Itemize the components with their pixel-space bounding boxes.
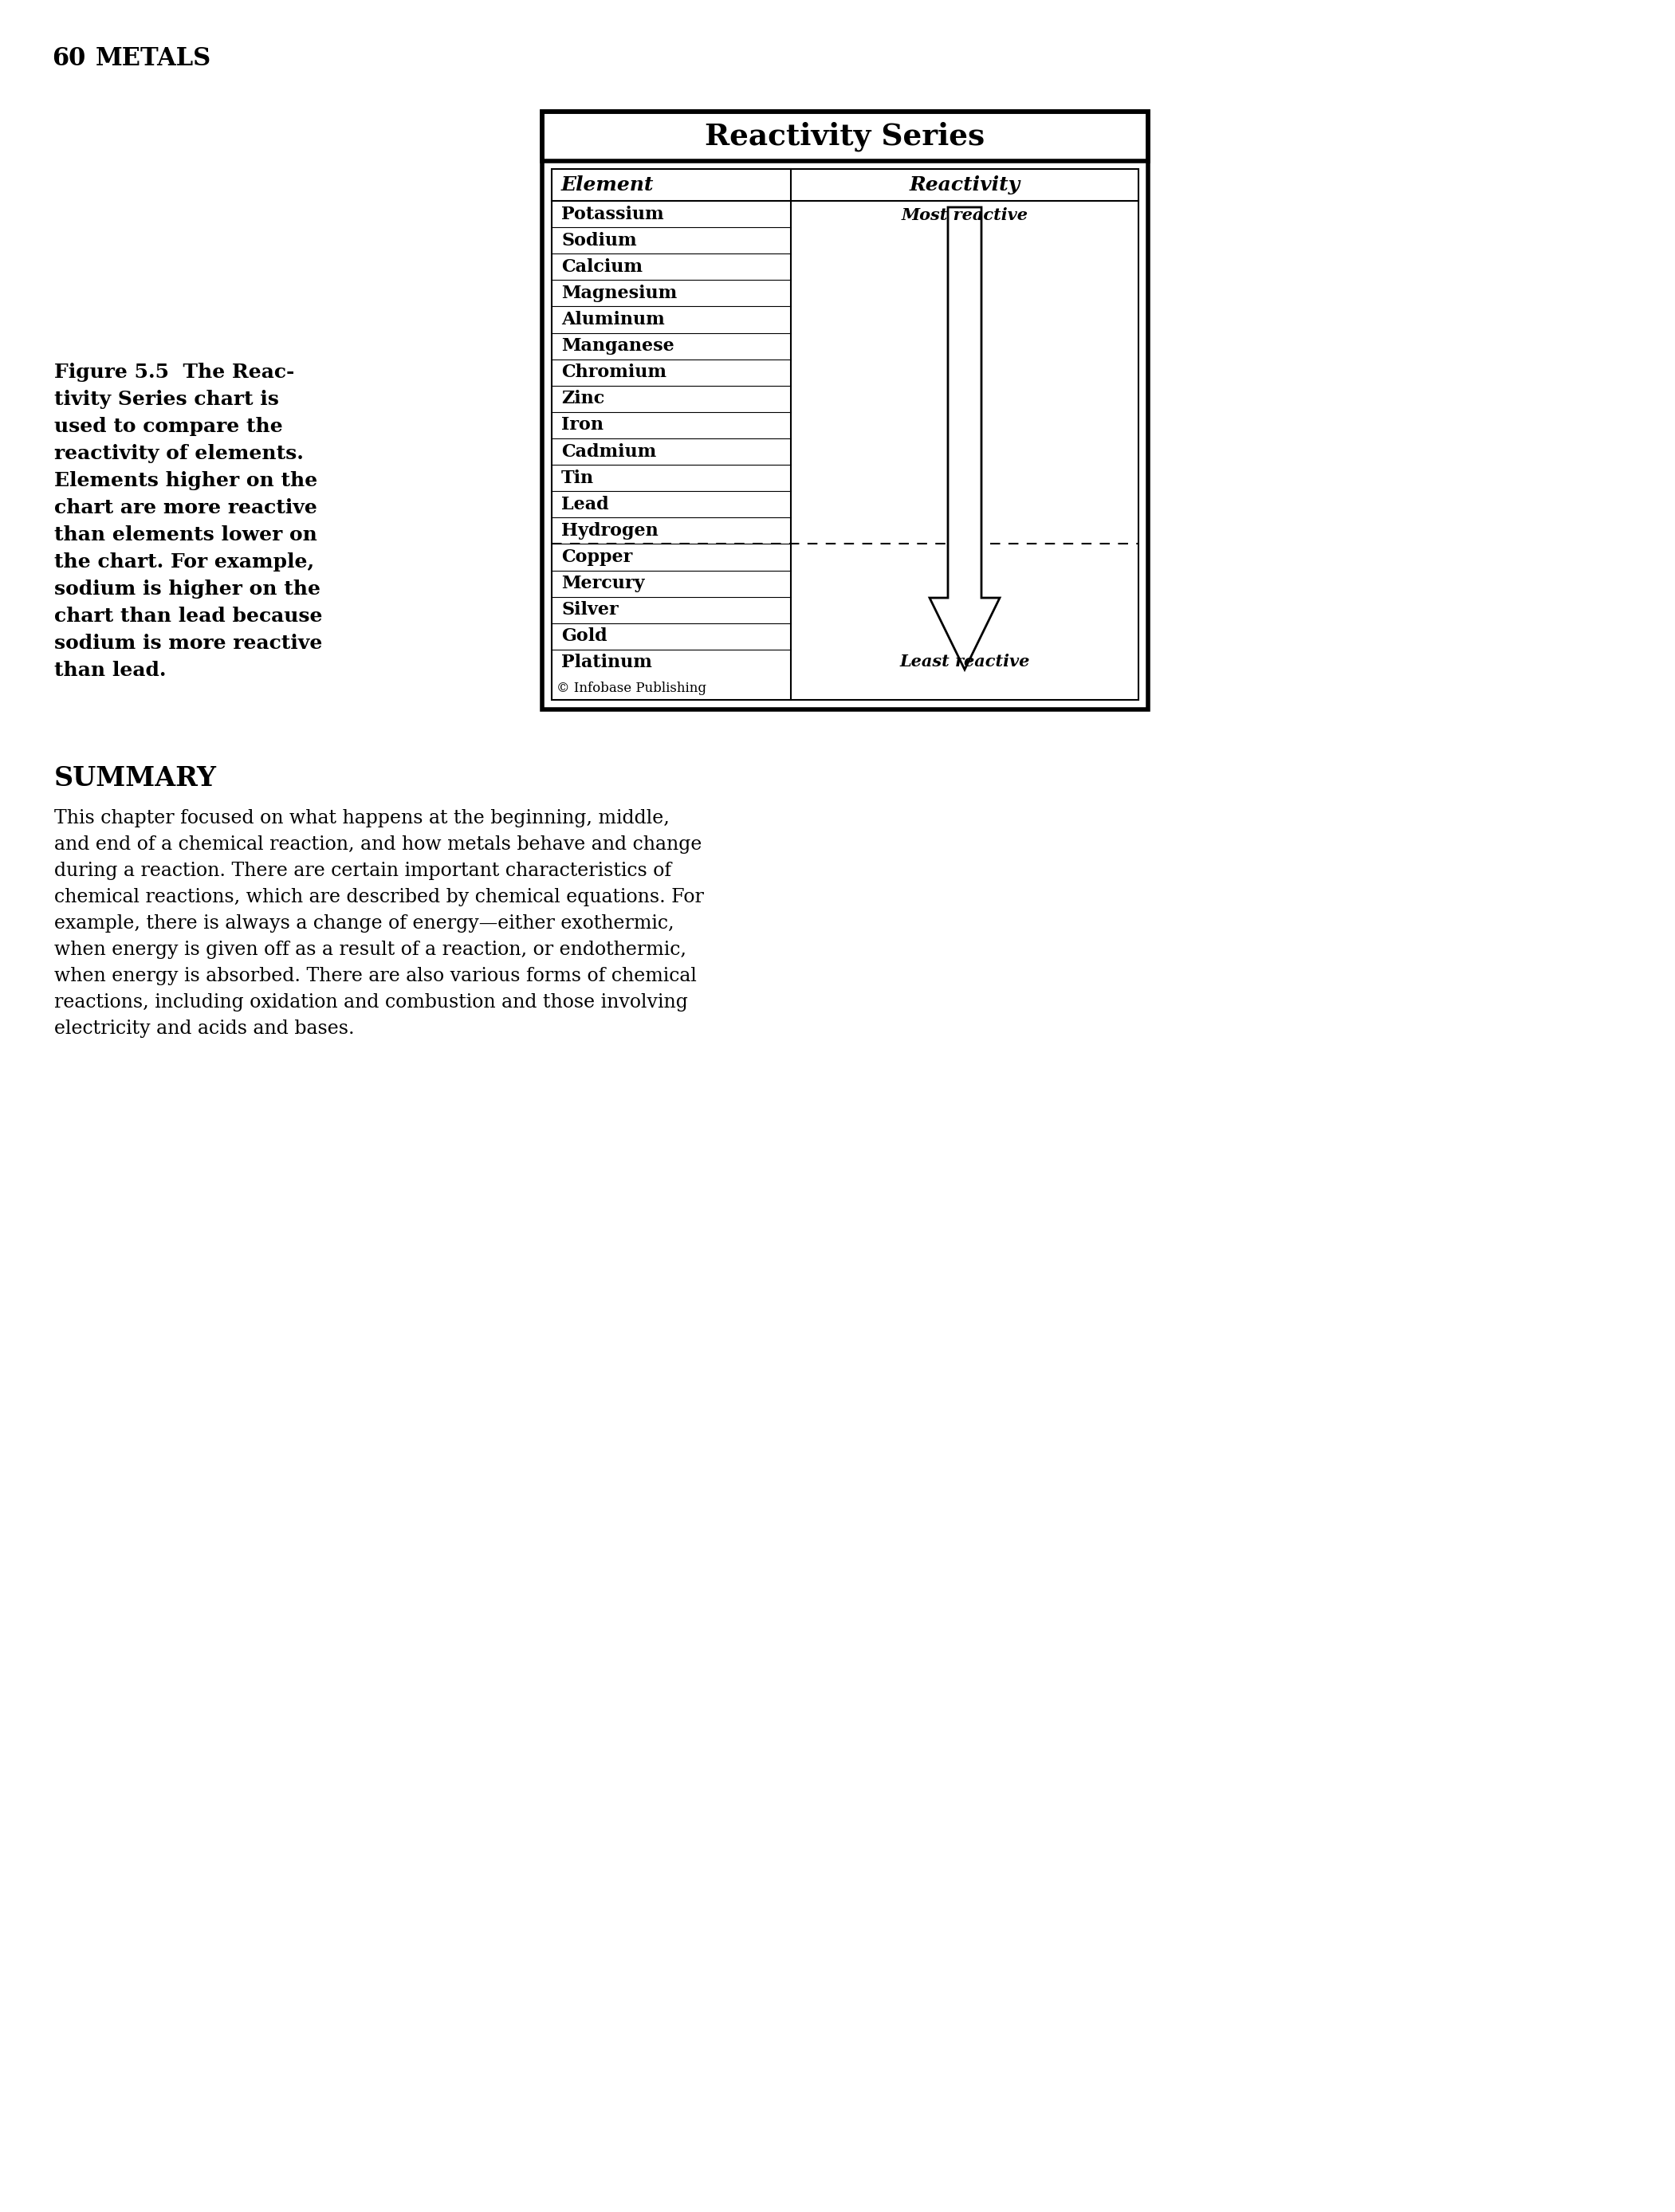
Text: Tin: Tin bbox=[561, 469, 595, 487]
Bar bbox=[543, 111, 1147, 710]
Text: tivity Series chart is: tivity Series chart is bbox=[54, 389, 280, 409]
Text: Chromium: Chromium bbox=[561, 363, 667, 380]
Text: used to compare the: used to compare the bbox=[54, 416, 283, 436]
Text: Aluminum: Aluminum bbox=[561, 312, 665, 327]
Text: when energy is absorbed. There are also various forms of chemical: when energy is absorbed. There are also … bbox=[54, 967, 697, 984]
Text: Iron: Iron bbox=[561, 416, 603, 434]
Bar bbox=[543, 111, 1147, 161]
Polygon shape bbox=[930, 208, 1000, 670]
Text: when energy is given off as a result of a reaction, or endothermic,: when energy is given off as a result of … bbox=[54, 940, 687, 960]
Text: Most reactive: Most reactive bbox=[901, 208, 1028, 223]
Text: Zinc: Zinc bbox=[561, 389, 605, 407]
Text: SUMMARY: SUMMARY bbox=[54, 765, 216, 792]
Text: METALS: METALS bbox=[95, 46, 211, 71]
Text: Mercury: Mercury bbox=[561, 575, 645, 593]
Text: reactions, including oxidation and combustion and those involving: reactions, including oxidation and combu… bbox=[54, 993, 688, 1011]
Text: Potassium: Potassium bbox=[561, 206, 663, 223]
Text: Gold: Gold bbox=[561, 628, 608, 646]
Text: Copper: Copper bbox=[561, 549, 633, 566]
Text: Manganese: Manganese bbox=[561, 336, 675, 354]
Text: example, there is always a change of energy—either exothermic,: example, there is always a change of ene… bbox=[54, 914, 673, 933]
Text: chemical reactions, which are described by chemical equations. For: chemical reactions, which are described … bbox=[54, 887, 704, 907]
Text: Hydrogen: Hydrogen bbox=[561, 522, 658, 540]
Text: Calcium: Calcium bbox=[561, 259, 643, 276]
Text: Platinum: Platinum bbox=[561, 655, 652, 672]
Text: This chapter focused on what happens at the beginning, middle,: This chapter focused on what happens at … bbox=[54, 810, 670, 827]
Text: the chart. For example,: the chart. For example, bbox=[54, 553, 315, 571]
Text: sodium is more reactive: sodium is more reactive bbox=[54, 633, 322, 653]
Text: 60: 60 bbox=[52, 46, 85, 71]
Text: Sodium: Sodium bbox=[561, 232, 636, 250]
Text: than lead.: than lead. bbox=[54, 661, 166, 679]
Bar bbox=[551, 168, 1139, 699]
Text: Elements higher on the: Elements higher on the bbox=[54, 471, 318, 491]
Text: © Infobase Publishing: © Infobase Publishing bbox=[556, 681, 707, 695]
Text: during a reaction. There are certain important characteristics of: during a reaction. There are certain imp… bbox=[54, 863, 672, 880]
Text: Reactivity: Reactivity bbox=[910, 175, 1020, 195]
Text: Reactivity Series: Reactivity Series bbox=[705, 122, 985, 150]
Text: Element: Element bbox=[561, 175, 653, 195]
Text: Silver: Silver bbox=[561, 602, 618, 619]
Text: Magnesium: Magnesium bbox=[561, 285, 677, 303]
Text: Figure 5.5  The Reac-: Figure 5.5 The Reac- bbox=[54, 363, 295, 383]
Text: Cadmium: Cadmium bbox=[561, 442, 657, 460]
Text: sodium is higher on the: sodium is higher on the bbox=[54, 580, 320, 599]
Text: reactivity of elements.: reactivity of elements. bbox=[54, 445, 303, 462]
Text: and end of a chemical reaction, and how metals behave and change: and end of a chemical reaction, and how … bbox=[54, 836, 702, 854]
Text: chart are more reactive: chart are more reactive bbox=[54, 498, 317, 518]
Text: chart than lead because: chart than lead because bbox=[54, 606, 323, 626]
Text: Lead: Lead bbox=[561, 495, 608, 513]
Text: Least reactive: Least reactive bbox=[899, 653, 1030, 670]
Text: than elements lower on: than elements lower on bbox=[54, 524, 317, 544]
Text: electricity and acids and bases.: electricity and acids and bases. bbox=[54, 1020, 355, 1037]
